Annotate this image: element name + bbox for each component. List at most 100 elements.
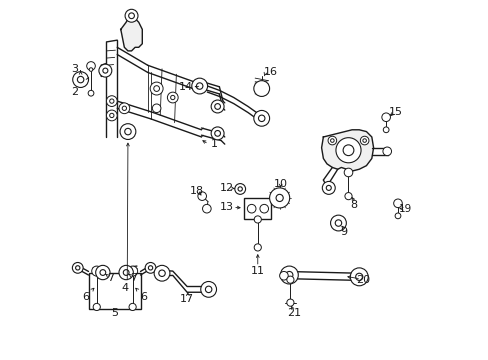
Circle shape bbox=[93, 303, 100, 311]
Circle shape bbox=[92, 266, 102, 276]
Text: 13: 13 bbox=[220, 202, 234, 212]
Circle shape bbox=[360, 136, 368, 145]
Circle shape bbox=[214, 131, 220, 136]
Circle shape bbox=[327, 136, 336, 145]
Circle shape bbox=[211, 100, 224, 113]
Text: 19: 19 bbox=[398, 204, 412, 214]
Circle shape bbox=[286, 299, 293, 306]
Circle shape bbox=[254, 216, 261, 223]
Circle shape bbox=[100, 270, 105, 275]
Circle shape bbox=[120, 124, 136, 139]
Text: 6: 6 bbox=[140, 292, 146, 302]
Circle shape bbox=[73, 72, 88, 87]
Circle shape bbox=[344, 168, 352, 177]
Circle shape bbox=[330, 215, 346, 231]
Polygon shape bbox=[121, 19, 142, 51]
Circle shape bbox=[96, 265, 110, 280]
Text: 11: 11 bbox=[250, 266, 264, 276]
Text: 10: 10 bbox=[273, 179, 287, 189]
Circle shape bbox=[349, 268, 367, 286]
Text: 5: 5 bbox=[111, 309, 118, 318]
Circle shape bbox=[77, 76, 83, 83]
Text: 2: 2 bbox=[71, 87, 78, 97]
Circle shape bbox=[125, 9, 138, 22]
Circle shape bbox=[335, 220, 341, 226]
Circle shape bbox=[119, 265, 133, 280]
Circle shape bbox=[159, 270, 165, 276]
Text: 7: 7 bbox=[130, 273, 137, 283]
Text: 17: 17 bbox=[180, 294, 194, 304]
Text: 4: 4 bbox=[122, 283, 129, 293]
Circle shape bbox=[394, 213, 400, 219]
Text: 9: 9 bbox=[340, 227, 347, 237]
Circle shape bbox=[322, 181, 335, 194]
Circle shape bbox=[148, 266, 152, 270]
FancyBboxPatch shape bbox=[244, 198, 271, 220]
Circle shape bbox=[254, 244, 261, 251]
Circle shape bbox=[124, 129, 131, 135]
Circle shape bbox=[253, 81, 269, 96]
Circle shape bbox=[196, 83, 203, 89]
Circle shape bbox=[109, 99, 114, 103]
Circle shape bbox=[280, 266, 298, 284]
Circle shape bbox=[214, 104, 220, 109]
Text: 14: 14 bbox=[179, 82, 193, 93]
Circle shape bbox=[260, 204, 268, 213]
Circle shape bbox=[128, 13, 134, 19]
Circle shape bbox=[201, 282, 216, 297]
Circle shape bbox=[150, 82, 163, 95]
Circle shape bbox=[335, 138, 360, 163]
Polygon shape bbox=[321, 130, 373, 171]
Circle shape bbox=[205, 286, 211, 293]
Circle shape bbox=[198, 192, 206, 201]
Circle shape bbox=[325, 185, 330, 190]
Circle shape bbox=[285, 271, 292, 279]
Circle shape bbox=[106, 96, 117, 107]
Circle shape bbox=[99, 64, 112, 77]
Circle shape bbox=[106, 110, 117, 121]
Circle shape bbox=[286, 276, 293, 283]
Circle shape bbox=[382, 147, 391, 156]
Circle shape bbox=[88, 90, 94, 96]
Circle shape bbox=[344, 193, 351, 200]
Circle shape bbox=[202, 204, 211, 213]
Text: 21: 21 bbox=[286, 309, 301, 318]
Text: 6: 6 bbox=[82, 292, 89, 302]
Text: 8: 8 bbox=[349, 200, 357, 210]
Circle shape bbox=[279, 271, 287, 280]
Circle shape bbox=[211, 127, 224, 140]
Circle shape bbox=[343, 145, 353, 156]
Circle shape bbox=[234, 184, 245, 194]
Circle shape bbox=[253, 111, 269, 126]
Circle shape bbox=[276, 194, 283, 202]
Circle shape bbox=[191, 78, 207, 94]
Circle shape bbox=[154, 265, 169, 281]
Circle shape bbox=[170, 95, 175, 100]
Circle shape bbox=[119, 103, 129, 114]
Circle shape bbox=[123, 270, 129, 275]
Circle shape bbox=[238, 187, 242, 191]
Text: 3: 3 bbox=[71, 64, 78, 74]
Circle shape bbox=[102, 68, 108, 73]
Circle shape bbox=[330, 139, 333, 142]
Circle shape bbox=[381, 113, 389, 122]
Circle shape bbox=[76, 266, 80, 270]
Circle shape bbox=[383, 127, 388, 133]
Circle shape bbox=[167, 92, 178, 103]
Circle shape bbox=[72, 262, 83, 273]
Text: 16: 16 bbox=[264, 67, 278, 77]
Circle shape bbox=[152, 104, 161, 113]
Circle shape bbox=[122, 106, 126, 111]
Text: 18: 18 bbox=[190, 186, 204, 196]
Text: 15: 15 bbox=[388, 107, 402, 117]
FancyBboxPatch shape bbox=[88, 273, 140, 309]
Circle shape bbox=[129, 303, 136, 311]
Circle shape bbox=[355, 273, 362, 280]
Circle shape bbox=[362, 139, 366, 142]
Circle shape bbox=[153, 86, 159, 91]
Circle shape bbox=[109, 113, 114, 118]
Circle shape bbox=[247, 204, 255, 213]
Text: 20: 20 bbox=[356, 275, 370, 285]
Circle shape bbox=[269, 188, 289, 208]
Circle shape bbox=[393, 199, 402, 208]
